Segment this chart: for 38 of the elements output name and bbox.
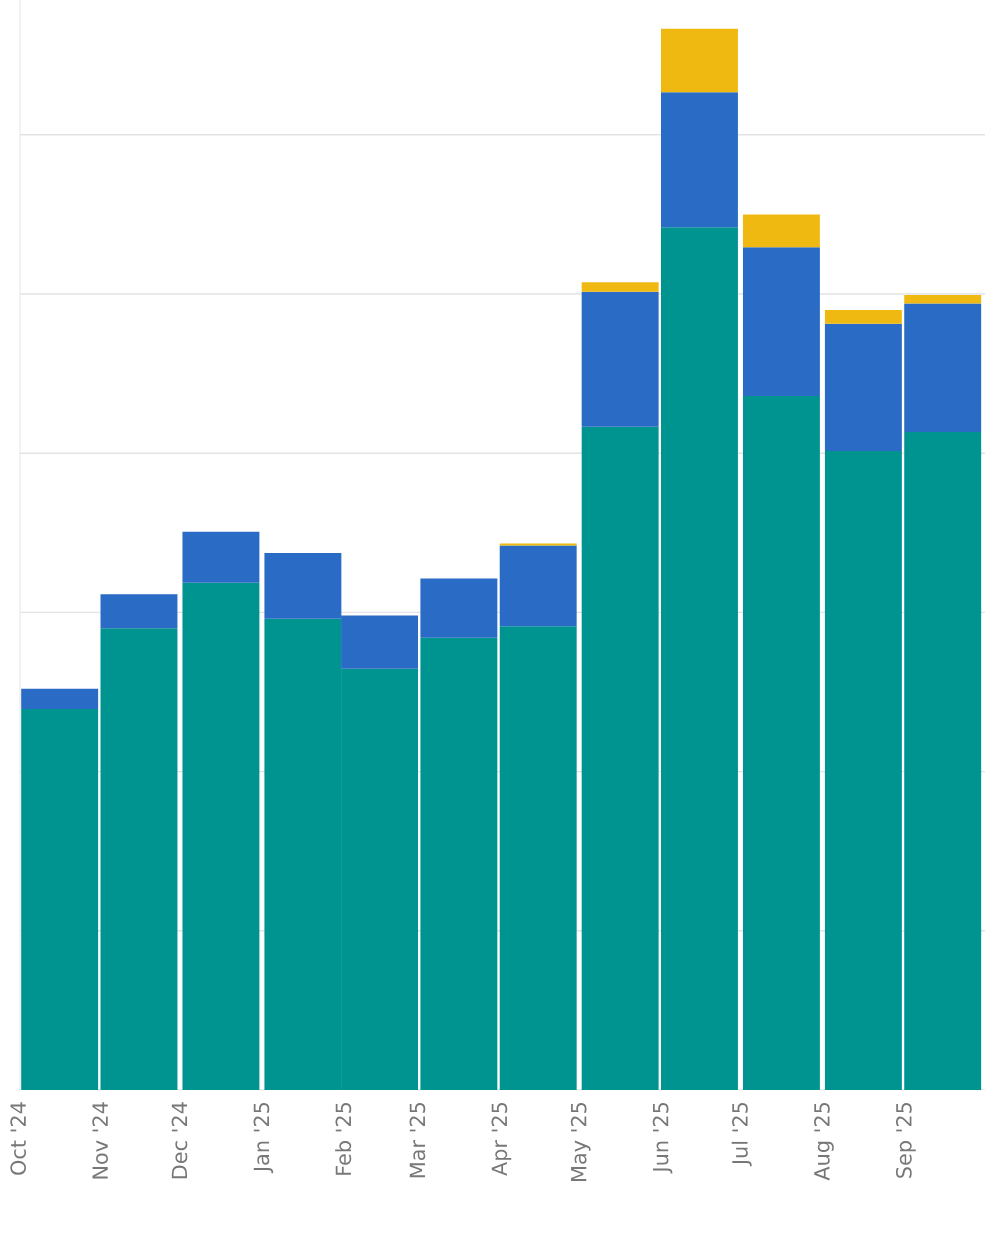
x-tick-label: Apr '25 [491, 1102, 512, 1176]
bar [742, 247, 820, 396]
bar [904, 431, 982, 1090]
bar [21, 708, 99, 1090]
bar [499, 545, 577, 627]
bar [499, 543, 577, 546]
bar [420, 637, 498, 1090]
bar [182, 582, 260, 1090]
x-tick-label: Dec '24 [171, 1102, 188, 1179]
bar [661, 28, 738, 93]
bar [661, 227, 738, 1090]
bar [581, 282, 659, 292]
x-tick-label: Aug '25 [814, 1102, 834, 1181]
bar [904, 303, 982, 432]
bar [824, 451, 902, 1090]
bar [21, 688, 99, 709]
bar [904, 295, 982, 304]
x-tick-label: Sep '25 [895, 1102, 916, 1178]
x-tick-label: Feb '25 [335, 1102, 352, 1175]
bar [499, 626, 577, 1090]
x-tick-label: Nov '24 [92, 1102, 108, 1179]
x-tick-label: Jul '25 [731, 1102, 752, 1167]
bar [742, 395, 820, 1090]
x-tick-label: Mar '25 [409, 1102, 426, 1178]
bar [100, 628, 178, 1090]
x-tick-label: Jan '25 [253, 1102, 274, 1174]
x-tick-label: Jun '25 [652, 1102, 673, 1174]
bar [824, 309, 902, 324]
bar [581, 426, 659, 1090]
x-tick-label: Oct '24 [10, 1102, 27, 1175]
bar [742, 214, 820, 248]
bar [182, 531, 260, 583]
bar [420, 578, 498, 638]
bar [661, 92, 738, 228]
x-tick-label: May '25 [570, 1102, 591, 1181]
bar [824, 323, 902, 452]
bar [581, 291, 659, 427]
bar [100, 594, 178, 629]
